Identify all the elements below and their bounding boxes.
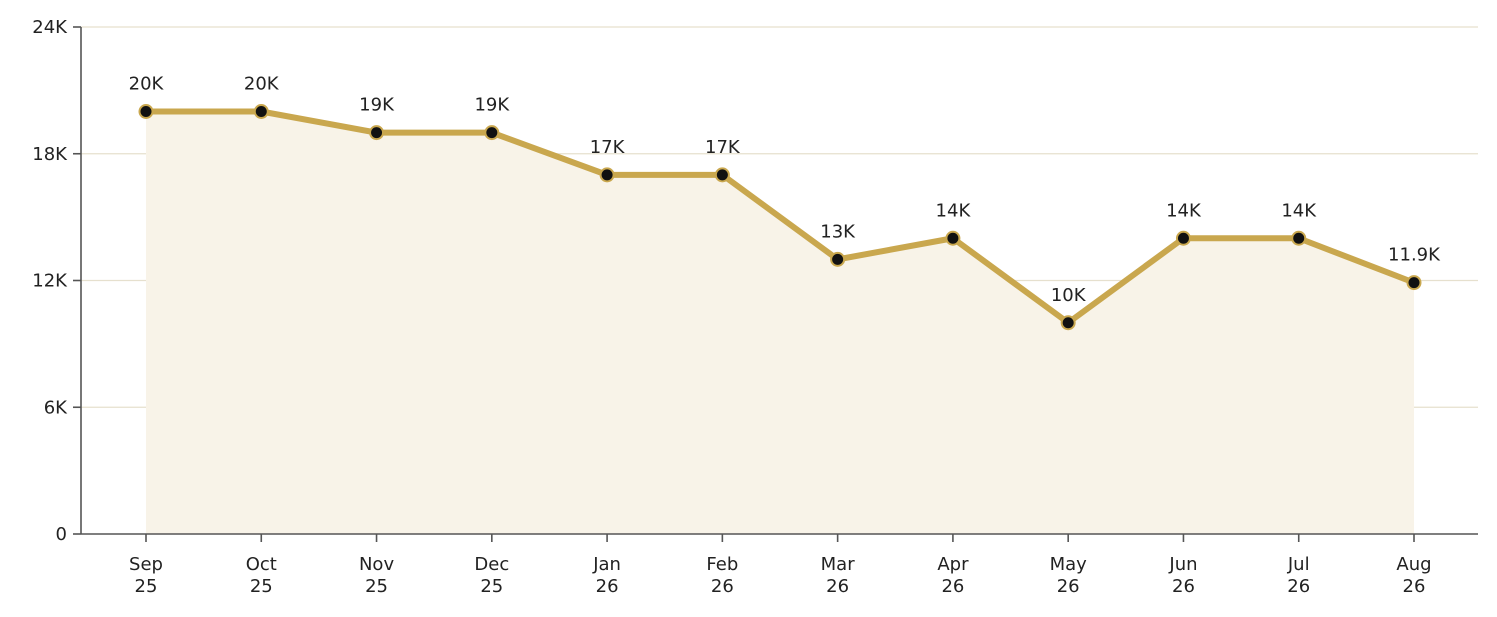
data-point — [484, 125, 500, 141]
data-point — [1406, 275, 1422, 291]
x-tick-label-month: Apr — [937, 554, 969, 575]
x-tick-label: Dec 25 — [474, 554, 509, 597]
x-tick-label-year: 26 — [826, 576, 849, 597]
x-tick-label-month: Mar — [821, 554, 856, 575]
data-point — [714, 167, 730, 183]
data-label: 13K — [820, 221, 856, 242]
data-label: 17K — [705, 137, 741, 158]
data-label: 14K — [936, 200, 972, 221]
x-tick-label: Feb 26 — [706, 554, 738, 597]
x-tick-label-year: 25 — [365, 576, 388, 597]
series-line-layer — [143, 108, 1417, 326]
area-fill-layer — [146, 111, 1414, 534]
data-label: 20K — [244, 74, 280, 95]
data-label: 20K — [129, 74, 165, 95]
data-point — [1291, 230, 1307, 246]
data-label: 10K — [1051, 285, 1087, 306]
x-tick-label: Oct 25 — [246, 554, 277, 597]
y-tick-label: 12K — [32, 271, 68, 292]
data-point — [830, 251, 846, 267]
x-tick-label-year: 26 — [941, 576, 964, 597]
x-tick-label: Nov 25 — [359, 554, 394, 597]
x-tick-label-month: Sep — [129, 554, 163, 575]
x-tick-label-month: May — [1050, 554, 1088, 575]
data-label: 17K — [590, 137, 626, 158]
x-tick-label: Jul 26 — [1287, 554, 1310, 597]
x-tick-label-month: Nov — [359, 554, 394, 575]
data-label: 19K — [359, 95, 395, 116]
data-label: 14K — [1281, 200, 1317, 221]
y-tick-label: 0 — [56, 524, 67, 545]
data-label: 14K — [1166, 200, 1202, 221]
data-point — [253, 104, 269, 119]
x-tick-label-month: Aug — [1396, 554, 1431, 575]
data-label: 19K — [474, 95, 510, 116]
y-tick-label: 24K — [32, 17, 68, 38]
series-line — [143, 108, 1417, 326]
x-tick-label-year: 25 — [250, 576, 273, 597]
marker-layer — [138, 104, 1422, 331]
x-tick-label: Jun 26 — [1168, 554, 1197, 597]
x-tick-label-month: Jul — [1287, 554, 1310, 575]
x-tick-label: Sep 25 — [129, 554, 163, 597]
x-tick-label-year: 26 — [1057, 576, 1080, 597]
x-tick-label-month: Jan — [592, 554, 621, 575]
x-tick-label: Aug 26 — [1396, 554, 1431, 597]
x-tick-label-year: 26 — [1403, 576, 1426, 597]
data-point — [369, 125, 385, 141]
x-tick-label-month: Feb — [706, 554, 738, 575]
y-tick-label: 18K — [32, 144, 68, 165]
x-tick-label-month: Dec — [474, 554, 509, 575]
x-tick-label-year: 26 — [596, 576, 619, 597]
x-tick-label-month: Oct — [246, 554, 277, 575]
x-tick-label: Jan 26 — [592, 554, 621, 597]
data-label-layer: 20K 20K 19K 19K 17K 17K 13K 14K 10K 14K 14K 11.9K — [129, 74, 1441, 306]
x-tick-label-year: 25 — [135, 576, 158, 597]
data-label: 11.9K — [1388, 245, 1441, 266]
x-tick-label-year: 25 — [480, 576, 503, 597]
x-tick-label: Mar 26 — [821, 554, 856, 597]
data-point — [1060, 315, 1076, 331]
data-point — [599, 167, 615, 183]
data-point — [1175, 230, 1191, 246]
series-area-fill — [146, 111, 1414, 534]
x-tick-label-year: 26 — [1172, 576, 1195, 597]
x-tick-label-year: 26 — [711, 576, 734, 597]
x-tick-label-month: Jun — [1168, 554, 1197, 575]
x-tick-label: May 26 — [1050, 554, 1088, 597]
x-tick-label: Apr 26 — [937, 554, 969, 597]
x-tick-label-year: 26 — [1287, 576, 1310, 597]
y-tick-label: 6K — [44, 397, 68, 418]
data-point — [945, 230, 961, 246]
data-point — [138, 104, 154, 119]
